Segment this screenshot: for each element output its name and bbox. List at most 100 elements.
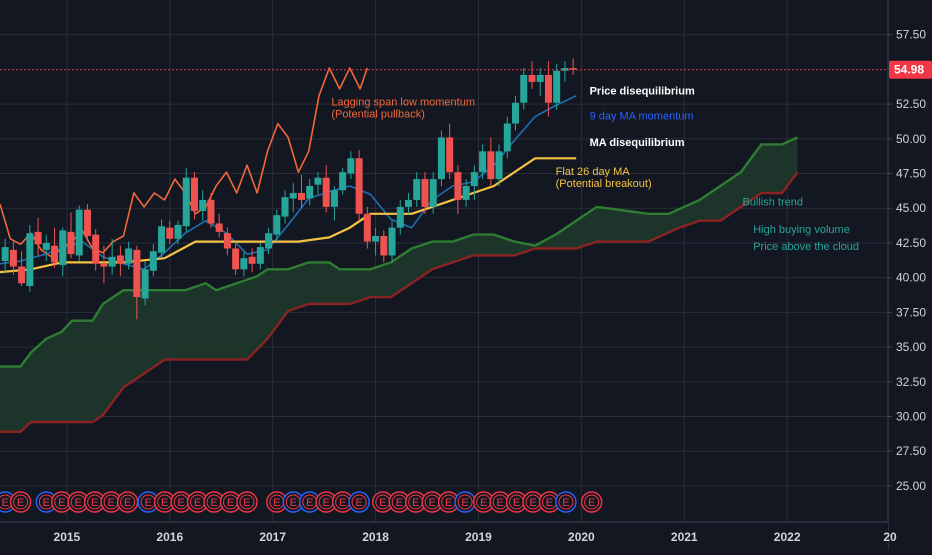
candle bbox=[536, 68, 544, 96]
y-tick-label: 40.00 bbox=[896, 271, 926, 285]
candle-body bbox=[339, 172, 347, 191]
candle-body bbox=[51, 245, 59, 263]
earnings-marker: E bbox=[9, 491, 32, 513]
candle bbox=[553, 63, 561, 110]
candle-body bbox=[108, 256, 116, 267]
candle bbox=[388, 220, 396, 263]
series-line-cloud-upper bbox=[0, 136, 798, 368]
candle bbox=[528, 61, 536, 89]
candle bbox=[215, 213, 223, 238]
earnings-marker-inner bbox=[120, 494, 136, 510]
candle bbox=[355, 149, 363, 221]
annotation-ma-diseq: MA disequilibrium bbox=[590, 137, 685, 149]
candle bbox=[372, 227, 380, 256]
earnings-marker-label: E bbox=[161, 497, 168, 509]
earnings-marker-label: E bbox=[290, 497, 297, 509]
earnings-marker-label: E bbox=[529, 497, 536, 509]
candle-body bbox=[322, 177, 330, 207]
candle-body bbox=[289, 192, 297, 199]
annotation-volume: High buying volume bbox=[753, 224, 850, 236]
earnings-marker-label: E bbox=[177, 497, 184, 509]
earnings-marker-label: E bbox=[412, 497, 419, 509]
candle-body bbox=[470, 172, 478, 187]
earnings-marker-label: E bbox=[227, 497, 234, 509]
candle bbox=[429, 172, 437, 214]
candle-body bbox=[34, 231, 42, 245]
earnings-marker-label: E bbox=[546, 497, 553, 509]
earnings-marker-inner bbox=[13, 494, 29, 510]
earnings-marker-label: E bbox=[461, 497, 468, 509]
earnings-marker-label: E bbox=[379, 497, 386, 509]
candle-body bbox=[199, 199, 207, 212]
earnings-marker-label: E bbox=[58, 497, 65, 509]
candle-body bbox=[454, 172, 462, 200]
annotation-bullish: Bullish trend bbox=[742, 196, 803, 208]
candle-body bbox=[544, 74, 552, 103]
annotation-cloud: Price above the cloud bbox=[753, 241, 859, 253]
y-tick-label: 35.00 bbox=[896, 340, 926, 354]
candle-body bbox=[240, 258, 248, 270]
candle bbox=[240, 251, 248, 277]
candle bbox=[470, 165, 478, 200]
candle-body bbox=[569, 68, 577, 70]
x-tick-label: 2018 bbox=[362, 530, 389, 544]
candle-body bbox=[495, 151, 503, 180]
annotation-ma9: 9 day MA momentum bbox=[590, 110, 694, 122]
candle bbox=[281, 190, 289, 224]
candle-body bbox=[59, 230, 67, 266]
candle-body bbox=[273, 215, 281, 235]
candle bbox=[182, 167, 190, 232]
candle bbox=[125, 241, 133, 270]
candle bbox=[380, 230, 388, 263]
annotation-lagging: Lagging span low momentum (Potential pull… bbox=[331, 97, 475, 121]
candle bbox=[174, 220, 182, 245]
candle bbox=[75, 205, 83, 261]
candle-body bbox=[413, 179, 421, 200]
y-tick-label: 30.00 bbox=[896, 409, 926, 423]
annotation-ma26: Flat 26 day MA (Potential breakout) bbox=[556, 166, 652, 190]
earnings-marker-label: E bbox=[43, 497, 50, 509]
candle bbox=[59, 227, 67, 277]
y-tick-label: 25.00 bbox=[896, 479, 926, 493]
y-axis-panel bbox=[888, 0, 932, 550]
earnings-marker: E bbox=[405, 491, 427, 513]
candle-body bbox=[207, 199, 215, 224]
annotation-line: 9 day MA momentum bbox=[590, 110, 694, 122]
annotation-line: (Potential breakout) bbox=[556, 178, 652, 190]
candle-body bbox=[388, 227, 396, 256]
candle-body bbox=[405, 199, 413, 207]
candle-body bbox=[141, 269, 149, 299]
candle bbox=[232, 241, 240, 275]
earnings-marker-label: E bbox=[306, 497, 313, 509]
candle-body bbox=[83, 209, 91, 237]
annotation-line: Lagging span low momentum bbox=[331, 97, 475, 109]
candle-body bbox=[297, 192, 305, 200]
candle bbox=[512, 95, 520, 131]
x-axis-panel bbox=[0, 522, 888, 550]
earnings-marker: E bbox=[299, 491, 321, 513]
candle bbox=[83, 204, 91, 242]
earnings-marker: E bbox=[388, 491, 410, 513]
candle bbox=[42, 234, 50, 261]
candle-body bbox=[462, 186, 470, 200]
x-tick-label: 2020 bbox=[568, 530, 595, 544]
candle bbox=[421, 172, 429, 214]
candle-body bbox=[232, 248, 240, 270]
candle-body bbox=[355, 158, 363, 214]
candle bbox=[396, 199, 404, 235]
candle bbox=[9, 241, 17, 275]
candle bbox=[100, 245, 108, 284]
earnings-marker-label: E bbox=[1, 497, 8, 509]
candle-body bbox=[306, 186, 314, 199]
candle bbox=[207, 192, 215, 228]
candle bbox=[51, 227, 59, 268]
annotation-line: MA disequilibrium bbox=[590, 137, 685, 149]
earnings-marker-label: E bbox=[339, 497, 346, 509]
earnings-marker-inner bbox=[457, 494, 473, 510]
candle-body bbox=[9, 249, 17, 267]
candle bbox=[339, 167, 347, 195]
candle-body bbox=[223, 233, 231, 249]
candle bbox=[265, 227, 273, 255]
